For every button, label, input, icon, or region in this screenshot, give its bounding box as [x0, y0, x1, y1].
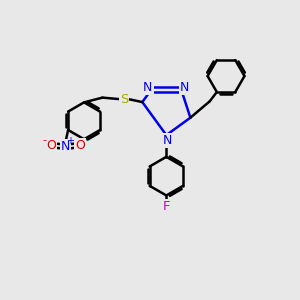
Text: +: + [66, 136, 74, 146]
Text: N: N [163, 134, 172, 147]
Text: N: N [61, 140, 70, 153]
Text: O: O [75, 139, 85, 152]
Text: F: F [163, 200, 170, 213]
Text: N: N [180, 81, 190, 94]
Text: N: N [143, 81, 153, 94]
Text: O: O [46, 139, 56, 152]
Text: S: S [120, 93, 128, 106]
Text: -: - [42, 135, 46, 146]
